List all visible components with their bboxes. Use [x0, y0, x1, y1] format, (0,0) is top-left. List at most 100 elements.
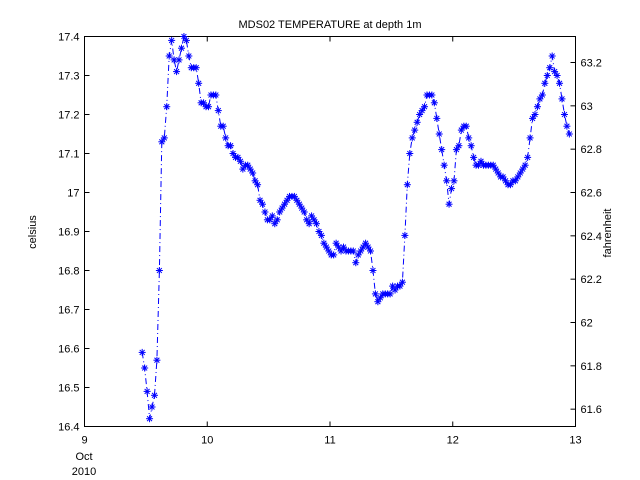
data-point — [418, 107, 426, 115]
data-point — [239, 165, 247, 173]
data-point — [546, 64, 554, 72]
data-point — [150, 391, 158, 399]
data-point — [180, 33, 188, 40]
data-point — [177, 44, 185, 52]
data-point — [565, 130, 573, 138]
data-point — [340, 243, 348, 251]
data-point — [445, 200, 453, 208]
data-point — [308, 212, 316, 220]
data-point — [440, 161, 448, 169]
data-point — [428, 91, 436, 99]
y2-axis-label: fahrenheit — [602, 209, 614, 258]
data-point — [317, 231, 325, 239]
data-point — [310, 216, 318, 224]
data-point — [516, 169, 524, 177]
data-point — [315, 228, 323, 235]
data-point — [489, 161, 497, 169]
data-point — [553, 72, 561, 79]
x-tick-label: 12 — [447, 435, 459, 447]
data-point — [278, 204, 286, 212]
y2-tick-label: 62.2 — [581, 274, 602, 286]
data-point — [433, 114, 441, 122]
data-point — [148, 403, 156, 411]
data-point — [219, 122, 227, 130]
data-point — [492, 165, 500, 173]
data-point — [369, 267, 377, 274]
data-point — [165, 52, 173, 60]
data-point — [511, 177, 519, 185]
data-point — [143, 387, 151, 395]
data-point — [160, 134, 168, 142]
data-point — [526, 134, 534, 142]
data-point — [234, 153, 242, 161]
data-point — [406, 150, 414, 157]
x-tick-label: 9 — [81, 435, 87, 447]
x-date-month-label: Oct — [75, 451, 92, 463]
data-point — [303, 216, 311, 224]
data-point — [295, 200, 303, 208]
data-point — [551, 68, 559, 76]
data-point — [293, 196, 301, 204]
data-point — [413, 118, 421, 126]
data-point — [175, 56, 183, 64]
data-point — [227, 142, 235, 150]
data-point — [416, 111, 424, 118]
data-point — [462, 122, 470, 130]
data-point — [258, 200, 266, 208]
data-point — [141, 364, 149, 372]
data-point — [332, 239, 340, 247]
data-point — [214, 107, 222, 115]
y-tick-label: 16.8 — [58, 266, 79, 278]
data-point — [401, 231, 409, 239]
data-point — [374, 298, 382, 306]
data-point — [283, 196, 291, 204]
data-point — [256, 196, 264, 204]
data-point — [251, 177, 259, 185]
data-point — [421, 103, 429, 111]
data-point — [158, 138, 166, 146]
x-tick-label: 10 — [201, 435, 213, 447]
data-point — [556, 79, 564, 87]
data-point — [212, 91, 220, 99]
y-tick-label: 16.5 — [58, 383, 79, 395]
data-point — [330, 251, 338, 259]
data-point — [367, 247, 375, 255]
data-point — [200, 99, 208, 107]
data-point — [408, 134, 416, 142]
data-point — [362, 239, 370, 247]
y-axis-left: 16.4 16.5 16.6 16.7 16.8 16.9 17 17.1 17.2 17.3 17… — [58, 32, 90, 434]
x-tick-label: 11 — [324, 435, 335, 447]
y-tick-label: 16.4 — [58, 422, 79, 434]
data-point — [435, 130, 443, 138]
data-point — [519, 165, 527, 173]
data-point — [182, 36, 190, 44]
data-point — [312, 220, 320, 228]
data-point — [543, 72, 551, 79]
data-point — [452, 146, 460, 154]
data-point — [450, 177, 458, 185]
data-point — [536, 95, 544, 103]
data-point — [376, 294, 384, 302]
data-point — [558, 95, 566, 103]
y2-tick-label: 63.2 — [581, 58, 602, 70]
data-point — [563, 122, 571, 130]
data-point — [261, 208, 269, 216]
data-point — [168, 36, 176, 44]
y2-tick-label: 61.6 — [581, 404, 602, 416]
data-point — [195, 79, 203, 87]
data-point — [398, 278, 406, 286]
x-axis: 9 10 11 12 13 — [81, 36, 582, 447]
data-point — [430, 99, 438, 107]
data-point — [411, 126, 419, 134]
data-point — [352, 259, 360, 267]
data-point — [448, 185, 456, 193]
data-point — [322, 243, 330, 251]
data-point — [391, 286, 399, 294]
data-point — [268, 212, 276, 220]
y2-tick-label: 62 — [581, 318, 593, 330]
data-point — [502, 177, 510, 185]
data-point — [357, 247, 365, 255]
y2-tick-label: 62.4 — [581, 231, 602, 243]
data-point — [541, 79, 549, 87]
data-point — [470, 153, 478, 161]
